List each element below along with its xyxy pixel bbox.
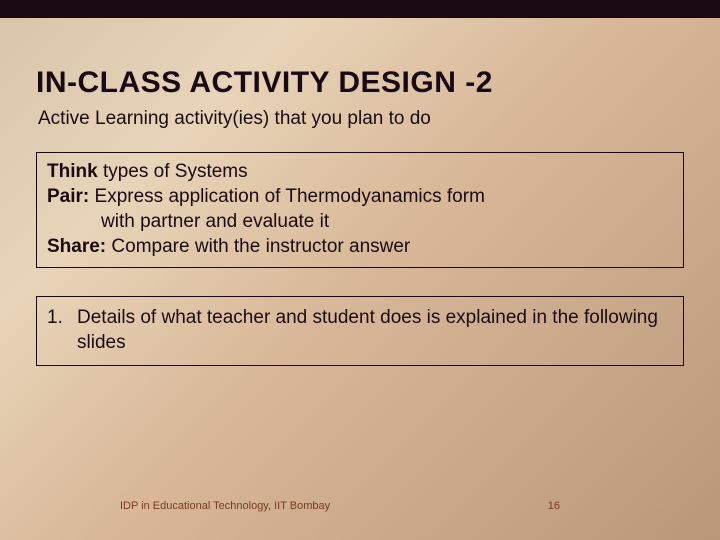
slide-body: IN-CLASS ACTIVITY DESIGN -2 Active Learn… — [0, 66, 720, 366]
footer-credit: IDP in Educational Technology, IIT Bomba… — [120, 500, 330, 512]
think-label: Think — [47, 161, 98, 182]
think-line: Think types of Systems — [47, 159, 673, 184]
slide-footer: IDP in Educational Technology, IIT Bomba… — [0, 500, 720, 512]
share-text: Compare with the instructor answer — [106, 236, 410, 257]
pair-continuation: with partner and evaluate it — [47, 209, 673, 234]
list-number: 1. — [47, 305, 77, 355]
slide-title: IN-CLASS ACTIVITY DESIGN -2 — [36, 66, 684, 100]
pair-text: Express application of Thermodyanamics f… — [89, 186, 485, 207]
details-box: 1. Details of what teacher and student d… — [36, 296, 684, 366]
pair-line: Pair: Express application of Thermodyana… — [47, 184, 673, 209]
list-item: 1. Details of what teacher and student d… — [47, 305, 673, 355]
think-text: types of Systems — [98, 161, 248, 182]
list-text: Details of what teacher and student does… — [77, 305, 673, 355]
activity-box: Think types of Systems Pair: Express app… — [36, 152, 684, 268]
top-accent-bar — [0, 0, 720, 18]
share-label: Share: — [47, 236, 106, 257]
pair-label: Pair: — [47, 186, 89, 207]
slide-subtitle: Active Learning activity(ies) that you p… — [36, 108, 684, 130]
page-number: 16 — [548, 500, 560, 512]
share-line: Share: Compare with the instructor answe… — [47, 234, 673, 259]
